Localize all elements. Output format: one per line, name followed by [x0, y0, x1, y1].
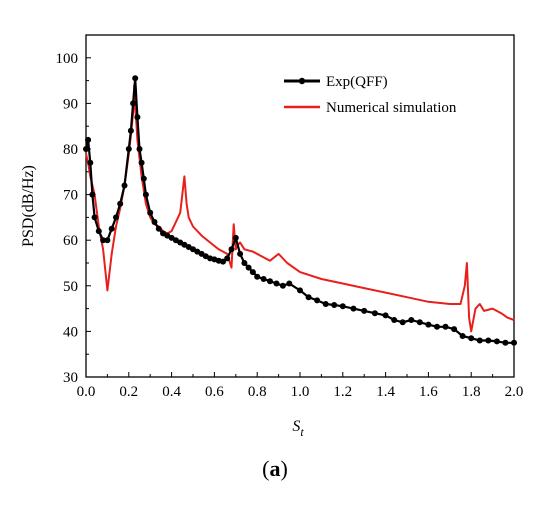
legend-label-sim: Numerical simulation — [326, 100, 457, 116]
x-tick-label: 1.0 — [291, 384, 310, 400]
data-point-exp-qff — [408, 317, 415, 323]
x-tick-label: 0.2 — [119, 384, 138, 400]
data-point-exp-qff — [425, 321, 432, 328]
x-tick-label: 0.8 — [248, 384, 267, 400]
data-point-exp-qff — [371, 310, 378, 317]
x-axis-ticks: 0.0 0.2 0.4 0.6 0.8 1.0 1.2 1.4 1.6 1.8 2.0 — [77, 372, 524, 400]
x-tick-label: 0.6 — [205, 384, 224, 400]
data-point-exp-qff — [322, 301, 329, 307]
data-point-exp-qff — [361, 307, 368, 314]
data-point-exp-qff — [85, 136, 92, 143]
data-point-exp-qff — [382, 312, 389, 319]
data-point-exp-qff — [125, 146, 132, 152]
x-tick-label: 1.8 — [462, 384, 481, 400]
data-point-exp-qff — [155, 225, 162, 232]
data-point-exp-qff — [142, 191, 149, 198]
y-axis-ticks: 30 40 50 60 70 80 90 100 — [56, 34, 91, 386]
data-point-exp-qff — [254, 273, 261, 280]
data-point-exp-qff — [241, 260, 248, 266]
data-point-exp-qff — [451, 326, 458, 333]
psd-chart: 0.0 0.2 0.4 0.6 0.8 1.0 1.2 1.4 1.6 1.8 2.0 30 40 50… — [20, 34, 524, 439]
data-point-exp-qff — [502, 339, 509, 346]
series-layer — [83, 75, 517, 346]
data-point-exp-qff — [232, 234, 239, 241]
panel-label-letter: a — [269, 456, 281, 481]
data-point-exp-qff — [442, 323, 449, 330]
x-tick-label: 2.0 — [505, 384, 524, 400]
data-point-exp-qff — [434, 323, 440, 330]
y-tick-label: 50 — [63, 279, 78, 295]
x-tick-label: 0.4 — [162, 384, 181, 400]
x-axis-title: St — [292, 418, 304, 439]
data-point-exp-qff — [121, 182, 128, 189]
data-point-exp-qff — [267, 278, 273, 285]
data-point-exp-qff — [273, 280, 280, 287]
data-point-exp-qff — [459, 333, 466, 339]
data-point-exp-qff — [100, 237, 107, 244]
data-point-exp-qff — [134, 114, 141, 121]
y-tick-label: 80 — [63, 142, 78, 158]
data-point-exp-qff — [297, 287, 303, 294]
data-point-exp-qff — [237, 250, 244, 257]
y-tick-label: 100 — [56, 51, 79, 67]
x-axis-title-main: S — [292, 418, 300, 435]
data-point-exp-qff — [220, 258, 226, 265]
data-point-exp-qff — [130, 100, 137, 107]
data-point-exp-qff — [485, 337, 492, 344]
y-tick-label: 90 — [63, 96, 78, 112]
data-point-exp-qff — [493, 338, 500, 345]
data-point-exp-qff — [245, 264, 252, 271]
data-point-exp-qff — [468, 335, 475, 342]
data-point-exp-qff — [305, 294, 312, 301]
data-point-exp-qff — [147, 209, 154, 216]
data-point-exp-qff — [138, 159, 145, 166]
y-tick-label: 30 — [63, 370, 78, 386]
data-point-exp-qff — [108, 225, 115, 232]
x-tick-label: 1.2 — [333, 384, 352, 400]
data-point-exp-qff — [132, 75, 139, 82]
data-point-exp-qff — [91, 214, 98, 221]
data-point-exp-qff — [339, 303, 346, 310]
y-axis-title: PSD(dB/Hz) — [20, 165, 37, 247]
data-point-exp-qff — [228, 246, 235, 253]
data-point-exp-qff — [104, 237, 111, 244]
data-point-exp-qff — [113, 214, 119, 221]
y-tick-label: 40 — [63, 324, 78, 340]
data-point-exp-qff — [127, 127, 134, 134]
data-point-exp-qff — [117, 200, 124, 207]
data-point-exp-qff — [391, 317, 398, 323]
data-point-exp-qff — [136, 146, 143, 152]
x-tick-label: 1.6 — [419, 384, 438, 400]
data-point-exp-qff — [416, 319, 423, 326]
data-point-exp-qff — [331, 302, 338, 308]
legend-label-exp: Exp(QFF) — [326, 74, 388, 90]
data-point-exp-qff — [83, 146, 89, 152]
legend-marker-exp — [298, 77, 306, 85]
data-point-exp-qff — [249, 269, 256, 276]
data-point-exp-qff — [95, 228, 102, 235]
panel-label-open: ( — [262, 456, 270, 481]
data-point-exp-qff — [286, 280, 293, 287]
panel-label-close: ) — [280, 456, 288, 481]
data-point-exp-qff — [314, 297, 321, 304]
data-point-exp-qff — [399, 319, 406, 326]
data-point-exp-qff — [279, 282, 286, 289]
x-tick-label: 0.0 — [77, 384, 96, 400]
y-tick-label: 60 — [63, 233, 78, 249]
data-point-exp-qff — [151, 219, 158, 225]
x-axis-title-sub: t — [300, 425, 304, 439]
data-point-exp-qff — [87, 159, 94, 166]
data-point-exp-qff — [511, 339, 517, 346]
data-point-exp-qff — [350, 305, 357, 312]
data-point-exp-qff — [89, 191, 96, 198]
y-tick-label: 70 — [63, 188, 78, 204]
panel-label: (a) — [0, 456, 550, 482]
data-point-exp-qff — [140, 175, 147, 182]
data-point-exp-qff — [224, 255, 231, 262]
plot-frame — [85, 34, 515, 378]
data-point-exp-qff — [260, 276, 267, 282]
data-point-exp-qff — [476, 337, 483, 344]
legend: Exp(QFF) Numerical simulation — [284, 74, 457, 116]
x-tick-label: 1.4 — [376, 384, 395, 400]
